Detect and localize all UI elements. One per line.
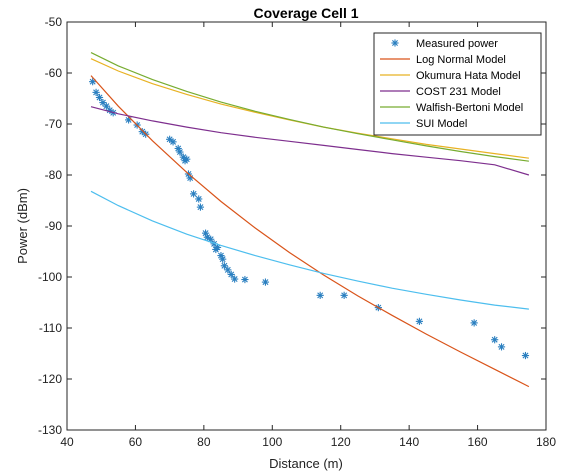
legend-item: Okumura Hata Model [380,70,521,82]
legend-item: Walfish-Bertoni Model [380,102,523,114]
data-point [92,88,100,96]
series-line [90,75,530,388]
data-point [176,148,184,156]
data-point [189,190,198,198]
y-tick-label: -70 [45,117,63,131]
y-tick-label: -100 [38,270,62,284]
legend-item: COST 231 Model [380,86,501,98]
series-line [90,106,530,176]
data-point [95,93,104,102]
x-axis-label: Distance (m) [269,456,343,471]
data-point [224,266,232,274]
legend-label: Walfish-Bertoni Model [416,102,523,114]
x-tick-label: 100 [262,435,282,449]
legend: Measured power Log Normal Model Okumura Ha… [373,32,542,136]
series-6 [90,190,529,310]
y-tick-label: -90 [45,219,63,233]
x-tick-label: 120 [331,435,351,449]
x-tick-label: 40 [60,435,74,449]
series-line [90,52,529,162]
y-tick-label: -130 [38,423,62,437]
axes: 40 60 80 100 120 140 160 180 -130 -120 -110 -100 -90… [38,15,556,449]
legend-item: Measured power [391,38,498,50]
data-point [316,291,324,299]
y-tick-label: -120 [38,372,62,386]
data-point [227,270,235,279]
legend-box [373,32,542,136]
legend-label: SUI Model [416,118,467,130]
plot-area [89,52,530,388]
x-tick-label: 80 [197,435,211,449]
data-point [241,275,249,284]
data-point [169,138,177,146]
legend-marker [391,39,399,47]
data-point [196,203,205,211]
series-2 [90,75,530,388]
y-tick-label: -110 [39,321,62,335]
data-point [415,317,424,325]
data-point [261,278,270,286]
data-point [491,336,499,344]
legend-item: SUI Model [380,118,467,130]
y-tick-label: -60 [45,66,63,80]
data-point [497,343,506,351]
data-point [219,255,227,263]
data-point [183,155,191,163]
y-tick-label: -80 [45,168,63,182]
y-axis-label: Power (dBm) [15,188,30,264]
series-4 [90,106,530,176]
series-1 [89,78,530,360]
data-point [166,135,174,143]
x-tick-label: 60 [129,435,143,449]
series-5 [90,52,529,162]
y-tick-label: -50 [45,15,63,29]
data-point [231,275,239,283]
data-point [470,319,478,327]
legend-label: Okumura Hata Model [416,70,521,82]
x-tick-label: 180 [536,435,556,449]
data-point [340,291,348,299]
data-point [89,78,97,86]
data-point [521,351,530,360]
legend-item: Log Normal Model [380,54,506,66]
x-tick-label: 160 [468,435,488,449]
data-point [195,195,203,203]
legend-label: Measured power [416,38,498,50]
legend-label: COST 231 Model [416,86,501,98]
series-line [90,190,529,310]
x-tick-label: 140 [399,435,419,449]
chart-title: Coverage Cell 1 [253,5,358,21]
data-point [213,243,222,252]
legend-label: Log Normal Model [416,54,506,66]
